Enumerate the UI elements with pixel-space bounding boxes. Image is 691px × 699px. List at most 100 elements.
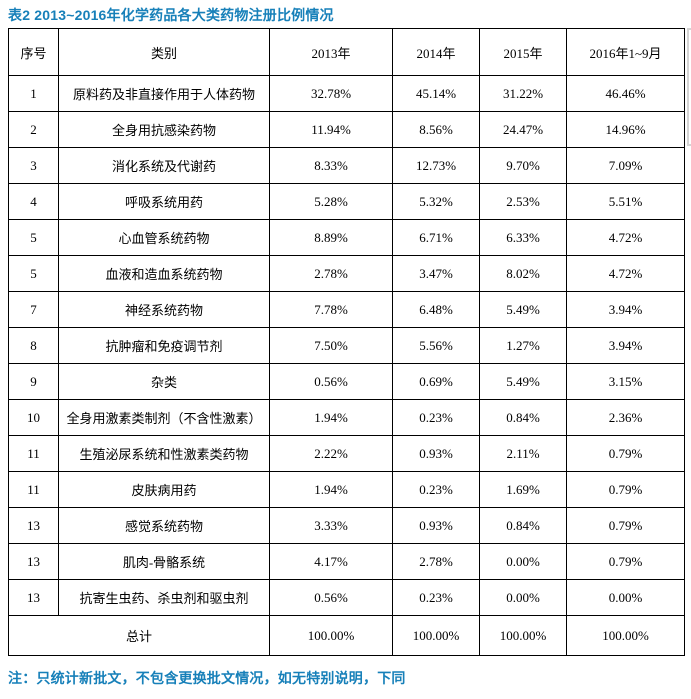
row-value-2016: 0.79% [566, 435, 685, 472]
row-value-2016: 0.79% [566, 543, 685, 580]
row-value-2014: 6.71% [392, 219, 480, 256]
row-value-2013: 32.78% [269, 75, 393, 112]
row-value-2015: 0.84% [479, 399, 567, 436]
row-value-2013: 8.89% [269, 219, 393, 256]
table-row: 10 全身用激素类制剂（不含性激素） 1.94% 0.23% 0.84% 2.36% [8, 399, 685, 436]
row-serial: 3 [8, 147, 59, 184]
row-category: 皮肤病用药 [58, 471, 270, 508]
row-serial: 11 [8, 435, 59, 472]
row-value-2013: 4.17% [269, 543, 393, 580]
header-category: 类别 [58, 28, 270, 76]
row-value-2015: 1.69% [479, 471, 567, 508]
row-value-2015: 5.49% [479, 363, 567, 400]
row-serial: 13 [8, 579, 59, 616]
row-value-2013: 3.33% [269, 507, 393, 544]
row-value-2014: 0.23% [392, 579, 480, 616]
header-2013: 2013年 [269, 28, 393, 76]
row-value-2013: 0.56% [269, 579, 393, 616]
row-value-2013: 7.50% [269, 327, 393, 364]
total-value-2013: 100.00% [269, 615, 393, 656]
row-value-2016: 0.79% [566, 471, 685, 508]
row-value-2016: 4.72% [566, 219, 685, 256]
table-row: 11 皮肤病用药 1.94% 0.23% 1.69% 0.79% [8, 471, 685, 508]
row-category: 生殖泌尿系统和性激素类药物 [58, 435, 270, 472]
header-2014: 2014年 [392, 28, 480, 76]
row-value-2015: 5.49% [479, 291, 567, 328]
row-serial: 13 [8, 543, 59, 580]
row-value-2016: 46.46% [566, 75, 685, 112]
row-value-2016: 4.72% [566, 255, 685, 292]
row-value-2015: 0.00% [479, 543, 567, 580]
row-serial: 5 [8, 219, 59, 256]
row-serial: 5 [8, 255, 59, 292]
row-category: 杂类 [58, 363, 270, 400]
row-category: 肌肉-骨骼系统 [58, 543, 270, 580]
row-value-2016: 3.94% [566, 327, 685, 364]
row-value-2013: 2.22% [269, 435, 393, 472]
row-value-2014: 0.69% [392, 363, 480, 400]
header-2015: 2015年 [479, 28, 567, 76]
table-row: 13 感觉系统药物 3.33% 0.93% 0.84% 0.79% [8, 507, 685, 544]
table-row: 1 原料药及非直接作用于人体药物 32.78% 45.14% 31.22% 46.46% [8, 75, 685, 112]
row-value-2013: 7.78% [269, 291, 393, 328]
row-value-2015: 24.47% [479, 111, 567, 148]
row-serial: 8 [8, 327, 59, 364]
total-label: 总计 [8, 615, 270, 656]
table-header-row: 序号 类别 2013年 2014年 2015年 2016年1~9月 [8, 28, 685, 76]
row-value-2016: 0.79% [566, 507, 685, 544]
table-row: 4 呼吸系统用药 5.28% 5.32% 2.53% 5.51% [8, 183, 685, 220]
row-category: 血液和造血系统药物 [58, 255, 270, 292]
row-serial: 7 [8, 291, 59, 328]
row-category: 原料药及非直接作用于人体药物 [58, 75, 270, 112]
row-value-2014: 0.23% [392, 399, 480, 436]
total-value-2014: 100.00% [392, 615, 480, 656]
total-value-2016: 100.00% [566, 615, 685, 656]
row-value-2015: 31.22% [479, 75, 567, 112]
row-value-2013: 5.28% [269, 183, 393, 220]
row-value-2014: 0.93% [392, 435, 480, 472]
table-row: 2 全身用抗感染药物 11.94% 8.56% 24.47% 14.96% [8, 111, 685, 148]
row-category: 全身用激素类制剂（不含性激素） [58, 399, 270, 436]
row-value-2016: 3.94% [566, 291, 685, 328]
row-value-2013: 11.94% [269, 111, 393, 148]
row-value-2014: 0.23% [392, 471, 480, 508]
row-category: 心血管系统药物 [58, 219, 270, 256]
table-row: 13 抗寄生虫药、杀虫剂和驱虫剂 0.56% 0.23% 0.00% 0.00% [8, 579, 685, 616]
row-serial: 10 [8, 399, 59, 436]
row-value-2013: 2.78% [269, 255, 393, 292]
row-value-2016: 3.15% [566, 363, 685, 400]
row-value-2015: 9.70% [479, 147, 567, 184]
row-value-2013: 0.56% [269, 363, 393, 400]
table-row: 3 消化系统及代谢药 8.33% 12.73% 9.70% 7.09% [8, 147, 685, 184]
row-value-2014: 5.56% [392, 327, 480, 364]
row-value-2016: 7.09% [566, 147, 685, 184]
row-category: 全身用抗感染药物 [58, 111, 270, 148]
table-row: 9 杂类 0.56% 0.69% 5.49% 3.15% [8, 363, 685, 400]
row-value-2015: 2.11% [479, 435, 567, 472]
row-serial: 13 [8, 507, 59, 544]
table-title: 表2 2013~2016年化学药品各大类药物注册比例情况 [8, 7, 334, 23]
row-serial: 1 [8, 75, 59, 112]
total-value-2015: 100.00% [479, 615, 567, 656]
table-row: 13 肌肉-骨骼系统 4.17% 2.78% 0.00% 0.79% [8, 543, 685, 580]
row-value-2014: 2.78% [392, 543, 480, 580]
row-value-2013: 8.33% [269, 147, 393, 184]
table-row: 5 心血管系统药物 8.89% 6.71% 6.33% 4.72% [8, 219, 685, 256]
footnote: 注：只统计新批文，不包含更换批文情况，如无特别说明，下同 [8, 670, 406, 686]
table-row: 11 生殖泌尿系统和性激素类药物 2.22% 0.93% 2.11% 0.79% [8, 435, 685, 472]
row-value-2015: 0.84% [479, 507, 567, 544]
row-category: 呼吸系统用药 [58, 183, 270, 220]
row-value-2016: 0.00% [566, 579, 685, 616]
table-row: 7 神经系统药物 7.78% 6.48% 5.49% 3.94% [8, 291, 685, 328]
row-category: 抗肿瘤和免疫调节剂 [58, 327, 270, 364]
row-value-2015: 0.00% [479, 579, 567, 616]
row-value-2016: 14.96% [566, 111, 685, 148]
row-serial: 11 [8, 471, 59, 508]
row-value-2015: 2.53% [479, 183, 567, 220]
row-value-2015: 6.33% [479, 219, 567, 256]
row-serial: 9 [8, 363, 59, 400]
drug-registration-table: 序号 类别 2013年 2014年 2015年 2016年1~9月 1 原料药及非… [8, 28, 685, 656]
text-frame-border-bottom-stub [687, 144, 691, 146]
row-value-2013: 1.94% [269, 471, 393, 508]
